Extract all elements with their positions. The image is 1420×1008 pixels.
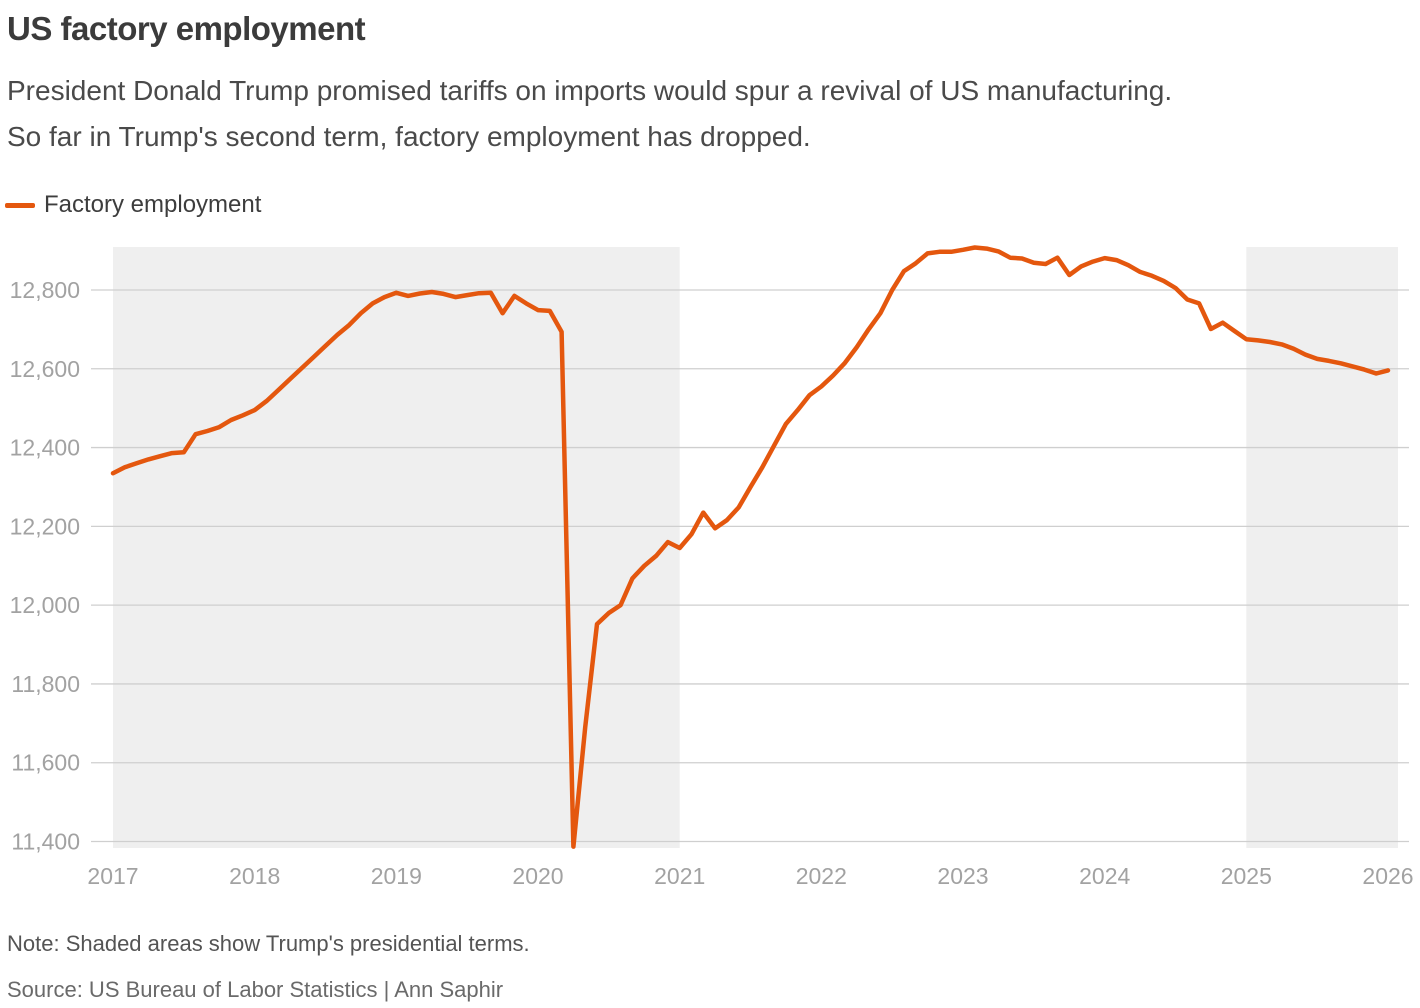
subtitle-line-2: So far in Trump's second term, factory e… <box>7 121 811 152</box>
line-series-swatch-icon <box>5 202 35 208</box>
x-axis-tick-label: 2021 <box>654 863 705 889</box>
y-axis-tick-label: 12,200 <box>10 513 80 539</box>
y-axis-tick-label: 12,600 <box>10 356 80 382</box>
x-axis-tick-label: 2025 <box>1221 863 1272 889</box>
x-axis-tick-label: 2022 <box>796 863 847 889</box>
presidential-term-band <box>1246 247 1398 848</box>
subtitle-line-1: President Donald Trump promised tariffs … <box>7 75 1173 106</box>
x-axis-tick-label: 2019 <box>371 863 422 889</box>
x-axis-tick-label: 2024 <box>1079 863 1130 889</box>
page-title: US factory employment <box>7 10 366 47</box>
factory-employment-line <box>110 245 1391 849</box>
x-axis-tick-label: 2018 <box>229 863 280 889</box>
x-axis-tick-label: 2017 <box>87 863 138 889</box>
legend-label: Factory employment <box>44 191 262 218</box>
chart-source: Source: US Bureau of Labor Statistics | … <box>7 977 504 1002</box>
presidential-term-band <box>113 247 680 848</box>
y-axis-tick-label: 12,800 <box>10 277 80 303</box>
legend: Factory employment <box>5 191 261 219</box>
y-axis-tick-label: 12,400 <box>10 435 80 461</box>
x-axis-tick-label: 2020 <box>512 863 563 889</box>
chart-subtitle: President Donald Trump promised tariffs … <box>7 68 1172 160</box>
chart-note: Note: Shaded areas show Trump's presiden… <box>7 931 530 956</box>
y-axis-tick-label: 11,800 <box>11 671 80 697</box>
y-axis-tick-label: 12,000 <box>10 592 80 618</box>
x-axis-tick-label: 2026 <box>1362 863 1413 889</box>
y-axis-tick-label: 11,400 <box>11 829 80 855</box>
y-axis-tick-label: 11,600 <box>11 750 80 776</box>
x-axis-tick-label: 2023 <box>937 863 988 889</box>
